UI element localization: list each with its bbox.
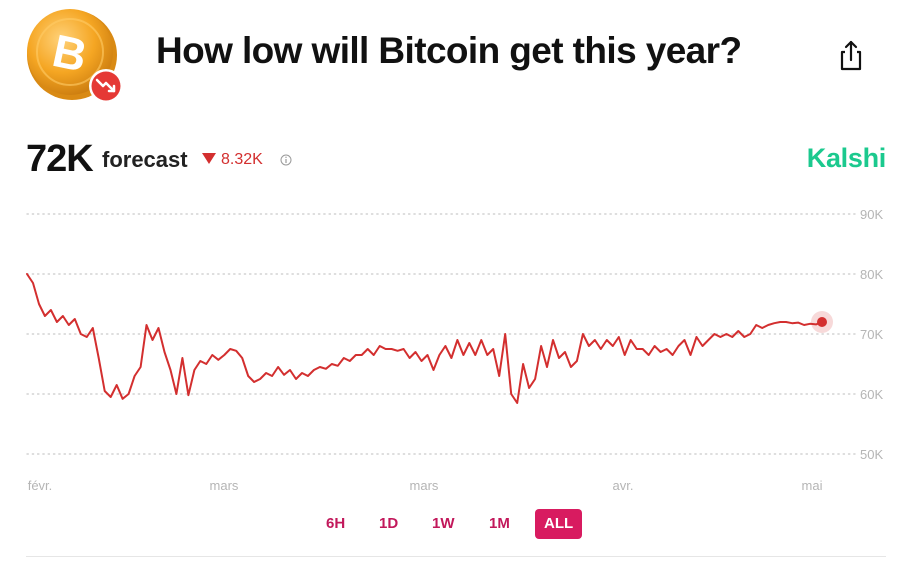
- tab-1m[interactable]: 1M: [480, 509, 519, 539]
- x-tick-label: mars: [210, 478, 239, 493]
- tab-1d[interactable]: 1D: [370, 509, 407, 539]
- x-tick-label: avr.: [613, 478, 634, 493]
- y-tick-label: 60K: [860, 387, 883, 402]
- series-line: [26, 273, 823, 404]
- price-chart: 90K 80K 70K 60K 50K févr. mars mars avr. mai: [26, 207, 883, 493]
- info-icon[interactable]: [280, 153, 292, 166]
- y-tick-label: 70K: [860, 327, 883, 342]
- forecast-change: 8.32K: [202, 151, 263, 169]
- y-tick-label: 50K: [860, 447, 883, 462]
- forecast-value: 72K: [26, 138, 94, 180]
- y-tick-label: 90K: [860, 207, 883, 222]
- timeframe-tabs: 6H 1D 1W 1M ALL: [0, 509, 901, 539]
- bitcoin-logo-icon: B: [26, 6, 126, 106]
- tab-6h[interactable]: 6H: [317, 509, 354, 539]
- brand-logo[interactable]: Kalshi: [806, 143, 887, 173]
- x-tick-label: mars: [410, 478, 439, 493]
- trending-down-icon: [89, 69, 123, 103]
- x-tick-label: févr.: [28, 478, 53, 493]
- page-title: How low will Bitcoin get this year?: [156, 30, 742, 71]
- x-tick-label: mai: [802, 478, 823, 493]
- share-icon[interactable]: [836, 38, 866, 72]
- divider: [26, 556, 886, 557]
- tab-all[interactable]: ALL: [535, 509, 583, 539]
- forecast-label: forecast: [102, 147, 188, 172]
- last-point-marker: [817, 317, 827, 327]
- tab-1w[interactable]: 1W: [423, 509, 464, 539]
- down-arrow-icon: [202, 153, 216, 164]
- forecast-change-value: 8.32K: [221, 151, 263, 168]
- y-tick-label: 80K: [860, 267, 883, 282]
